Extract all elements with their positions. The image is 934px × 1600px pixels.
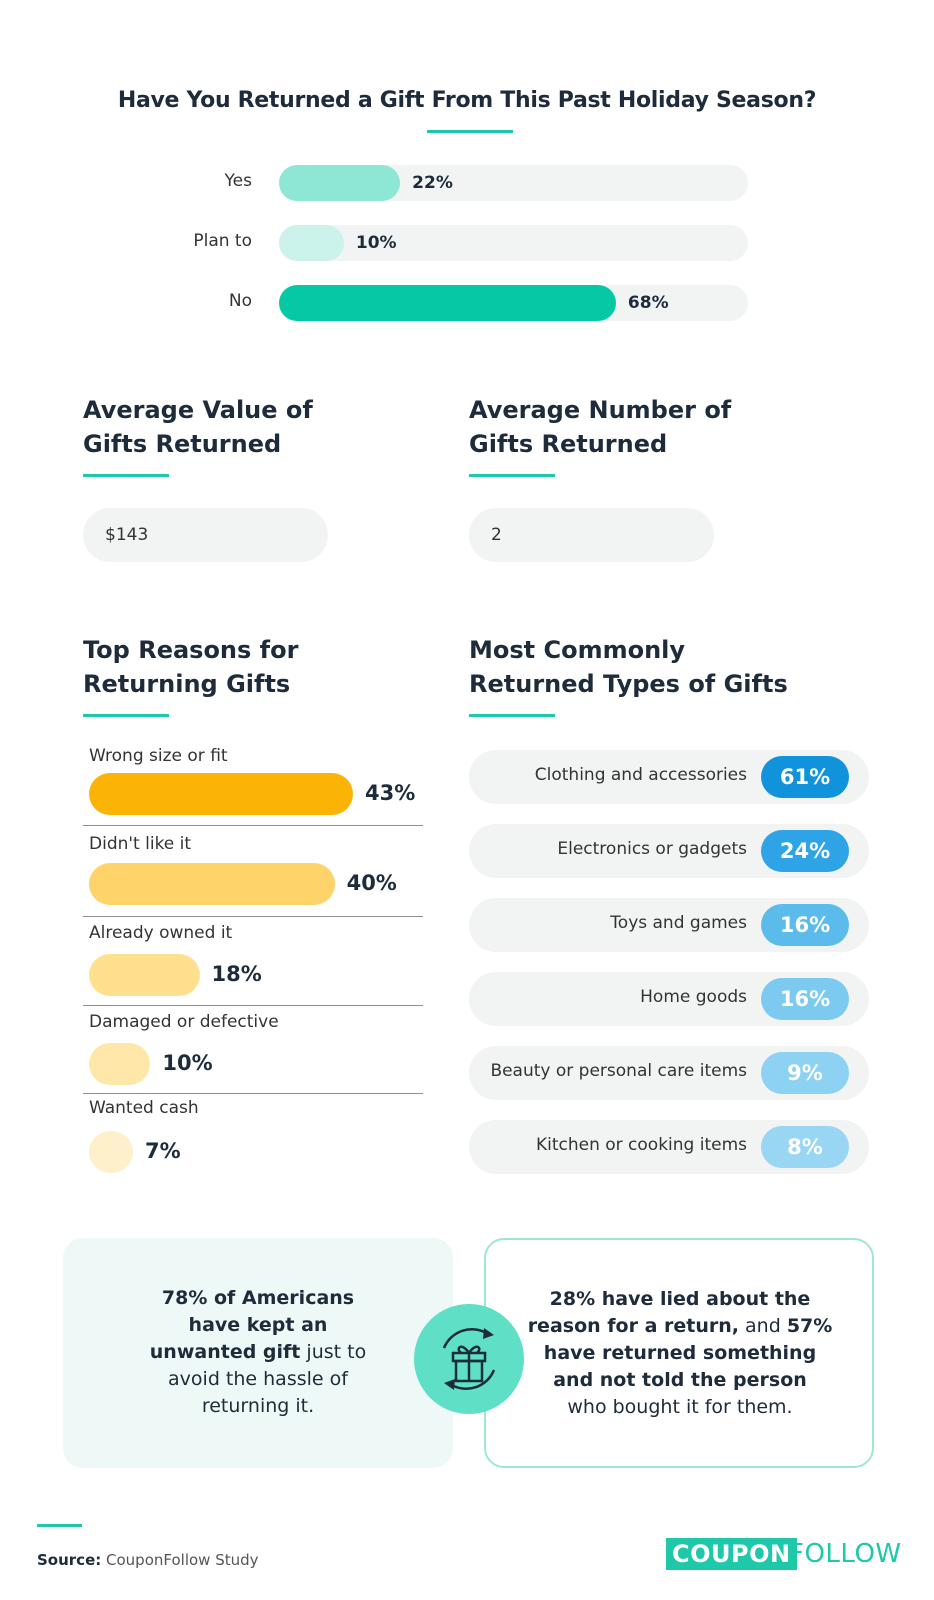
callout-right-line3: have returned something (543, 1342, 817, 1364)
reasons-title-line2: Returning Gifts (83, 670, 291, 698)
title-underline (427, 130, 513, 133)
question-answer-label: Yes (224, 171, 252, 191)
callout-left-line1: 78% of Americans (161, 1287, 355, 1309)
gift-types-title-line2: Returned Types of Gifts (469, 670, 788, 698)
callout-right-line2b: 57% (786, 1315, 833, 1337)
reason-bar (89, 1043, 151, 1085)
source-label: Source: (37, 1551, 102, 1569)
reason-label: Damaged or defective (89, 1012, 279, 1032)
callout-left-line3-bold: unwanted gift (149, 1341, 301, 1363)
question-bar-value: 10% (355, 233, 397, 253)
gift-type-row: Kitchen or cooking items 8% (469, 1120, 869, 1174)
callout-left: 78% of Americans have kept an unwanted g… (63, 1238, 453, 1468)
callout-left-line5: returning it. (201, 1395, 315, 1417)
avg-value-underline (83, 474, 169, 477)
gift-type-label: Toys and games (610, 913, 747, 933)
question-bar-track: 68% (279, 285, 748, 321)
reason-bar (89, 773, 353, 815)
reason-value: 7% (145, 1139, 181, 1163)
question-bar (279, 285, 616, 321)
gift-type-row: Electronics or gadgets 24% (469, 824, 869, 878)
avg-number-title: Average Number of Gifts Returned (469, 393, 731, 461)
reason-value: 10% (162, 1051, 213, 1075)
callout-right: 28% have lied about the reason for a ret… (484, 1238, 874, 1468)
reasons-underline (83, 714, 169, 717)
reason-divider (83, 1005, 423, 1006)
avg-number-title-line1: Average Number of (469, 396, 732, 424)
callout-right-line2a: reason for a return, (527, 1315, 739, 1337)
gift-type-row: Home goods 16% (469, 972, 869, 1026)
callout-right-line5: who bought it for them. (567, 1396, 793, 1418)
reason-bar (89, 954, 200, 996)
avg-value-title-line2: Gifts Returned (83, 430, 282, 458)
gift-types-title-line1: Most Commonly (469, 636, 686, 664)
callout-left-line3-rest: just to (300, 1341, 367, 1363)
reason-bar (89, 1131, 133, 1173)
callout-right-line2mid: and (739, 1315, 787, 1337)
gift-type-label: Kitchen or cooking items (535, 1135, 747, 1155)
avg-number-underline (469, 474, 555, 477)
avg-value-title: Average Value of Gifts Returned (83, 393, 313, 461)
gift-type-value: 61% (761, 756, 849, 798)
callout-right-line1: 28% have lied about the (549, 1288, 811, 1310)
reason-value: 43% (365, 781, 416, 805)
gift-type-value: 16% (761, 978, 849, 1020)
reason-label: Already owned it (89, 923, 233, 943)
gift-type-label: Clothing and accessories (534, 765, 747, 785)
avg-number-title-line2: Gifts Returned (469, 430, 668, 458)
gift-type-label: Beauty or personal care items (490, 1061, 747, 1081)
gift-types-title: Most Commonly Returned Types of Gifts (469, 633, 788, 701)
gift-type-value: 8% (761, 1126, 849, 1168)
reason-label: Didn't like it (89, 834, 192, 854)
reasons-title-line1: Top Reasons for (83, 636, 299, 664)
question-answer-label: No (228, 291, 252, 311)
source-note: Source: CouponFollow Study (37, 1551, 259, 1569)
gift-type-value: 24% (761, 830, 849, 872)
question-bar-track: 22% (279, 165, 748, 201)
reason-divider (83, 916, 423, 917)
callout-right-line4: and not told the person (553, 1369, 807, 1391)
question-title: Have You Returned a Gift From This Past … (117, 88, 817, 113)
gift-box-icon (442, 1328, 496, 1390)
reason-value: 40% (346, 871, 397, 895)
avg-value-box: $143 (83, 508, 328, 562)
question-bar (279, 165, 401, 201)
gift-type-row: Clothing and accessories 61% (469, 750, 869, 804)
source-text: CouponFollow Study (101, 1551, 259, 1569)
gift-type-value: 9% (761, 1052, 849, 1094)
reason-bar (89, 863, 335, 905)
reason-divider (83, 1093, 423, 1094)
callout-left-line4: avoid the hassle of (168, 1368, 348, 1390)
callout-right-text: 28% have lied about the reason for a ret… (506, 1286, 854, 1421)
question-answer-label: Plan to (193, 231, 252, 251)
gift-type-value: 16% (761, 904, 849, 946)
question-bar-value: 22% (412, 173, 453, 193)
gift-type-label: Home goods (640, 987, 747, 1007)
callout-left-line2: have kept an (188, 1314, 328, 1336)
reason-divider (83, 825, 423, 826)
gift-return-icon (414, 1304, 524, 1414)
reason-label: Wrong size or fit (89, 746, 228, 766)
reason-label: Wanted cash (89, 1098, 199, 1118)
gift-types-underline (469, 714, 555, 717)
question-bar-track: 10% (279, 225, 748, 261)
logo-follow: FOLLOW (789, 1539, 902, 1569)
question-bar (279, 225, 344, 261)
gift-type-label: Electronics or gadgets (557, 839, 747, 859)
question-bar-value: 68% (627, 293, 669, 313)
reasons-title: Top Reasons for Returning Gifts (83, 633, 298, 701)
gift-type-row: Beauty or personal care items 9% (469, 1046, 869, 1100)
callout-left-text: 78% of Americans have kept an unwanted g… (118, 1285, 398, 1420)
logo-coupon: COUPON (666, 1538, 797, 1570)
footer-underline (37, 1524, 82, 1527)
avg-number-box: 2 (469, 508, 714, 562)
avg-value-title-line1: Average Value of (83, 396, 313, 424)
reason-value: 18% (211, 962, 262, 986)
gift-type-row: Toys and games 16% (469, 898, 869, 952)
